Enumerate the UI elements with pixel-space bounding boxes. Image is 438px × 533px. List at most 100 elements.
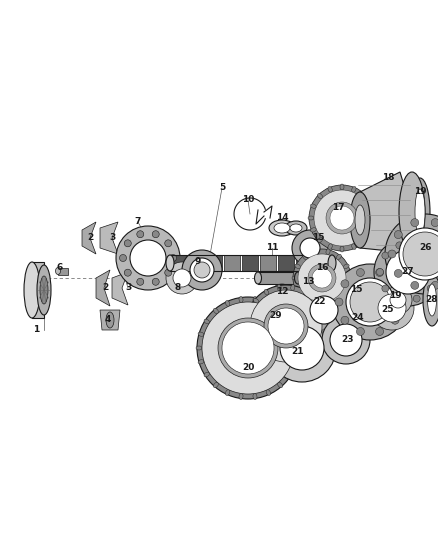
Circle shape	[152, 278, 159, 285]
Circle shape	[268, 314, 336, 382]
Text: 29: 29	[270, 311, 283, 319]
Ellipse shape	[322, 285, 326, 291]
Ellipse shape	[303, 289, 308, 295]
Text: 19: 19	[389, 292, 401, 301]
Ellipse shape	[368, 228, 374, 232]
Circle shape	[293, 249, 351, 307]
Circle shape	[413, 295, 420, 302]
Text: 1: 1	[33, 326, 39, 335]
Ellipse shape	[352, 244, 356, 249]
Ellipse shape	[336, 296, 341, 302]
Ellipse shape	[274, 223, 290, 233]
Circle shape	[346, 278, 394, 326]
Circle shape	[304, 282, 312, 290]
Ellipse shape	[318, 237, 323, 243]
Text: 15: 15	[350, 286, 362, 295]
Circle shape	[166, 262, 198, 294]
Ellipse shape	[294, 346, 300, 350]
Ellipse shape	[204, 319, 209, 324]
Ellipse shape	[24, 262, 40, 318]
Circle shape	[250, 290, 322, 362]
Circle shape	[431, 281, 438, 289]
Ellipse shape	[355, 205, 365, 235]
Ellipse shape	[295, 264, 300, 269]
Ellipse shape	[350, 192, 370, 248]
Ellipse shape	[328, 187, 332, 192]
Polygon shape	[32, 262, 44, 318]
Bar	[206, 255, 222, 271]
Text: 7: 7	[135, 217, 141, 227]
Ellipse shape	[166, 255, 174, 271]
Ellipse shape	[410, 178, 430, 246]
Bar	[278, 255, 294, 271]
Circle shape	[390, 292, 406, 308]
Circle shape	[391, 280, 399, 288]
Ellipse shape	[253, 296, 257, 303]
Ellipse shape	[368, 204, 374, 208]
Circle shape	[399, 228, 438, 280]
Text: 14: 14	[276, 214, 288, 222]
Circle shape	[309, 185, 375, 251]
Circle shape	[375, 327, 384, 335]
Text: 21: 21	[292, 348, 304, 357]
Polygon shape	[96, 270, 110, 306]
Text: 13: 13	[302, 278, 314, 287]
Ellipse shape	[303, 296, 307, 302]
Text: 25: 25	[382, 305, 394, 314]
Circle shape	[194, 262, 210, 278]
Circle shape	[173, 269, 191, 287]
Text: 17: 17	[332, 204, 344, 213]
Bar	[170, 255, 332, 271]
Ellipse shape	[313, 349, 318, 353]
Circle shape	[413, 242, 420, 249]
Ellipse shape	[292, 276, 298, 280]
Bar	[242, 255, 258, 271]
Ellipse shape	[311, 228, 316, 232]
Circle shape	[326, 202, 358, 234]
Circle shape	[341, 316, 349, 324]
Text: 26: 26	[419, 244, 431, 253]
Circle shape	[292, 230, 328, 266]
Ellipse shape	[277, 361, 281, 367]
Ellipse shape	[239, 393, 243, 400]
Text: 3: 3	[125, 284, 131, 293]
Ellipse shape	[361, 237, 367, 243]
Ellipse shape	[198, 360, 204, 364]
Circle shape	[308, 264, 336, 292]
Ellipse shape	[226, 301, 230, 306]
Ellipse shape	[264, 289, 269, 295]
Ellipse shape	[299, 308, 305, 312]
Ellipse shape	[254, 272, 261, 284]
Text: 2: 2	[87, 233, 93, 243]
Circle shape	[397, 298, 405, 306]
Bar	[188, 255, 204, 271]
Circle shape	[222, 322, 274, 374]
Ellipse shape	[352, 187, 356, 192]
Circle shape	[396, 242, 403, 249]
Circle shape	[152, 231, 159, 238]
Circle shape	[349, 311, 363, 325]
Ellipse shape	[303, 357, 308, 362]
Text: 16: 16	[316, 263, 328, 272]
Circle shape	[357, 327, 364, 335]
Text: 9: 9	[195, 257, 201, 266]
Ellipse shape	[247, 311, 252, 315]
Circle shape	[382, 285, 389, 292]
Polygon shape	[100, 222, 118, 254]
Ellipse shape	[254, 298, 259, 303]
Ellipse shape	[285, 221, 307, 235]
Circle shape	[403, 232, 438, 276]
Ellipse shape	[292, 360, 298, 364]
Ellipse shape	[292, 332, 298, 336]
Circle shape	[385, 214, 438, 294]
Ellipse shape	[269, 220, 295, 236]
Text: 12: 12	[276, 287, 288, 296]
Ellipse shape	[311, 288, 315, 294]
Ellipse shape	[340, 319, 346, 324]
Circle shape	[170, 254, 177, 262]
Circle shape	[386, 250, 430, 294]
Circle shape	[335, 298, 343, 306]
Circle shape	[137, 278, 144, 285]
Bar	[224, 255, 240, 271]
Ellipse shape	[399, 172, 425, 252]
